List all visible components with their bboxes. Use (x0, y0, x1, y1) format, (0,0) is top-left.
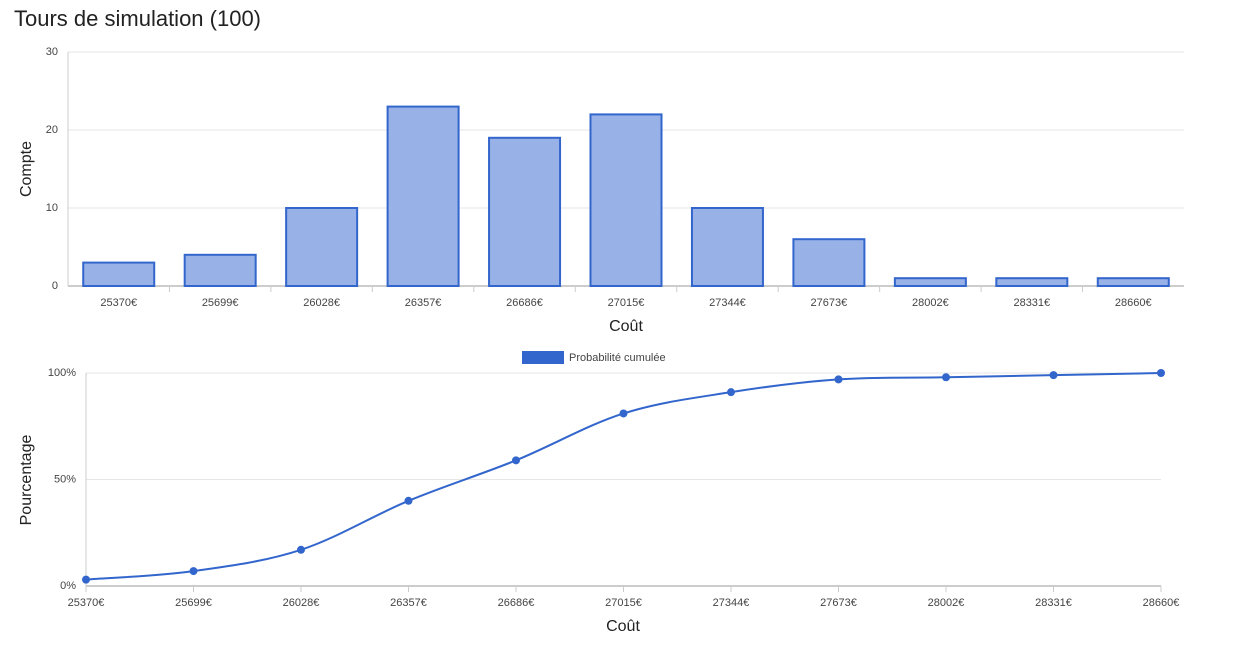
point (834, 375, 843, 384)
bar (488, 136, 562, 287)
x-tick-label: 27673€ (820, 597, 857, 609)
point (512, 456, 520, 465)
point (404, 496, 413, 505)
x-tick-label: 27344€ (709, 297, 746, 309)
point (1049, 371, 1058, 380)
bar (1096, 277, 1170, 288)
y-axis-title: Pourcentage (18, 435, 35, 526)
y-tick-label: 50% (54, 473, 76, 485)
y-tick-label: 100% (48, 367, 76, 379)
x-tick-label: 27015€ (605, 597, 642, 609)
y-tick-label: 20 (46, 124, 58, 136)
bar (386, 105, 460, 287)
x-tick-label: 26028€ (303, 297, 340, 309)
point (727, 388, 735, 397)
x-tick-label: 27344€ (713, 597, 750, 609)
x-tick-label: 28660€ (1115, 297, 1152, 309)
x-tick-label: 25370€ (100, 297, 137, 309)
x-tick-label: 28002€ (912, 297, 949, 309)
y-tick-label: 30 (46, 46, 58, 58)
y-tick-label: 10 (46, 202, 58, 214)
x-tick-label: 25699€ (202, 297, 239, 309)
bar (792, 238, 866, 287)
x-tick-label: 26028€ (283, 597, 320, 609)
x-tick-label: 28002€ (928, 597, 965, 609)
x-tick-label: 26686€ (506, 297, 543, 309)
legend-label: Probabilité cumulée (569, 352, 666, 364)
x-tick-label: 27015€ (608, 297, 645, 309)
x-tick-label: 25699€ (175, 597, 212, 609)
page-title: Tours de simulation (100) (14, 6, 261, 31)
bar (690, 207, 764, 287)
x-tick-label: 26357€ (390, 597, 427, 609)
bar (82, 261, 156, 288)
point (82, 575, 90, 584)
legend-swatch (522, 351, 564, 364)
x-tick-label: 26686€ (498, 597, 535, 609)
bar (589, 113, 663, 288)
x-tick-label: 26357€ (405, 297, 442, 309)
y-axis-title: Compte (18, 141, 35, 197)
bar (893, 277, 967, 288)
bar (285, 207, 359, 287)
bar (995, 277, 1069, 288)
point (942, 373, 950, 382)
bar (183, 253, 257, 288)
y-tick-label: 0% (60, 580, 76, 592)
x-tick-label: 25370€ (68, 597, 105, 609)
x-tick-label: 28331€ (1035, 597, 1072, 609)
point (297, 545, 305, 554)
point (619, 409, 628, 418)
x-tick-label: 27673€ (811, 297, 848, 309)
x-tick-label: 28660€ (1143, 597, 1180, 609)
point (1157, 369, 1165, 377)
x-tick-label: 28331€ (1013, 297, 1050, 309)
point (189, 567, 198, 576)
line (85, 372, 1162, 581)
x-axis-title: Coût (606, 618, 640, 635)
x-axis-title: Coût (609, 318, 643, 335)
y-tick-label: 0 (52, 280, 58, 292)
